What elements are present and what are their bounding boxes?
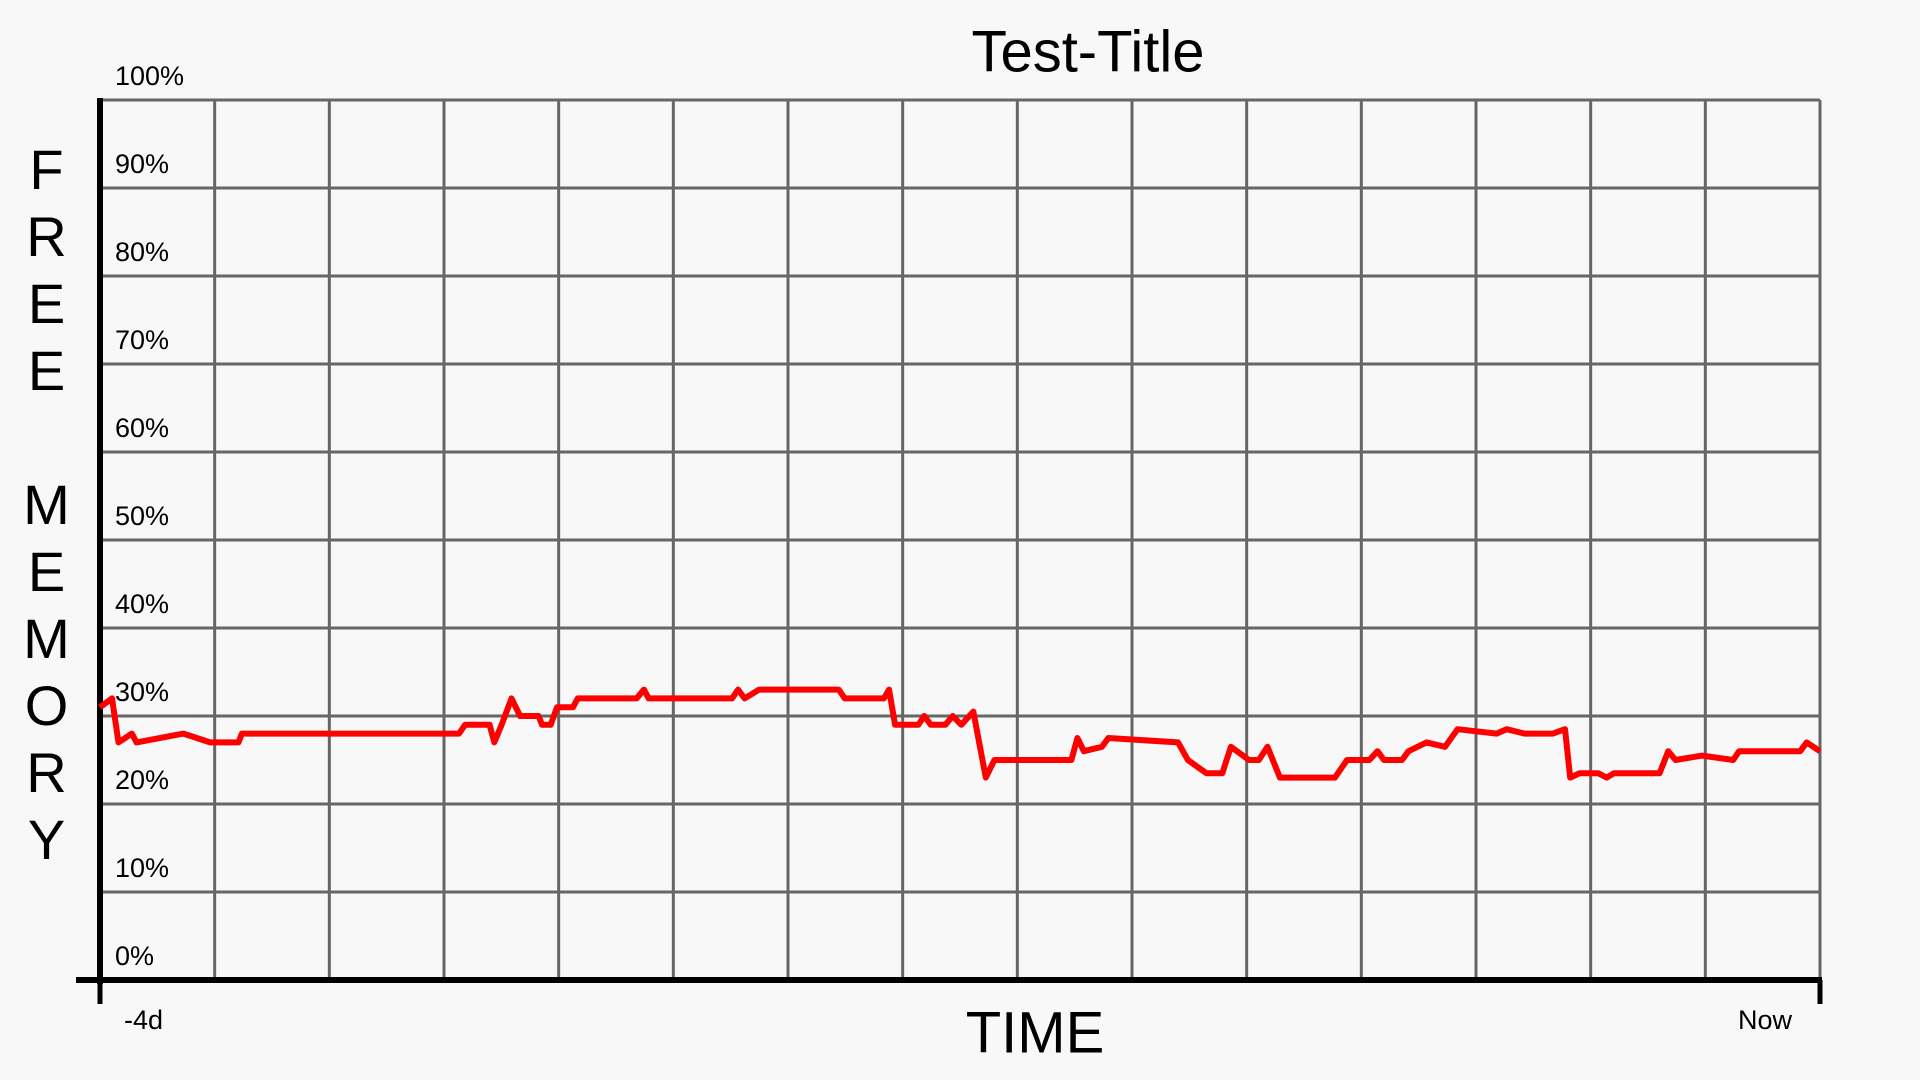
x-tick-label: Now <box>1738 1005 1793 1035</box>
chart-title: Test-Title <box>971 19 1204 84</box>
data-line <box>98 686 1822 781</box>
y-axis-label: FREE MEMORY <box>15 138 78 875</box>
y-tick-label: 30% <box>115 677 169 707</box>
y-tick-label: 10% <box>115 853 169 883</box>
y-tick-label: 20% <box>115 765 169 795</box>
y-tick-label: 50% <box>115 501 169 531</box>
x-axis-label: TIME <box>966 1000 1105 1065</box>
y-tick-label: 40% <box>115 589 169 619</box>
y-tick-label: 90% <box>115 149 169 179</box>
y-tick-label: 100% <box>115 61 184 91</box>
y-tick-label: 0% <box>115 941 154 971</box>
y-tick-label: 80% <box>115 237 169 267</box>
y-tick-label: 60% <box>115 413 169 443</box>
x-tick-label: -4d <box>124 1005 163 1035</box>
y-tick-label: 70% <box>115 325 169 355</box>
